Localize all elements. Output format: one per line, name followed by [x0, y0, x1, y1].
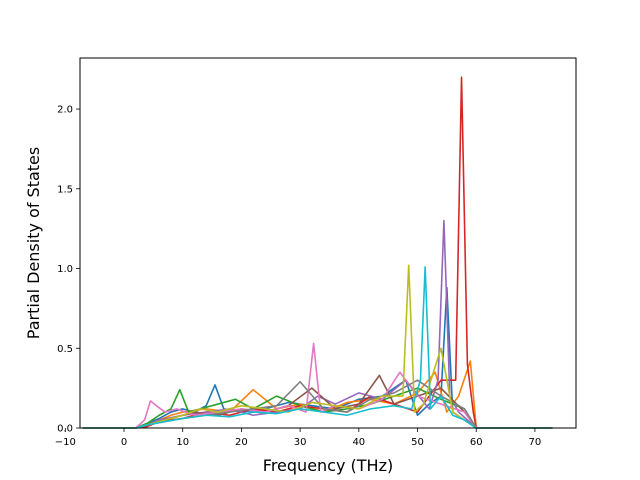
series-line-5	[82, 219, 553, 429]
y-tick-label: 0.5	[57, 344, 73, 355]
x-tick-label: 30	[294, 437, 307, 448]
series-layer	[82, 76, 553, 429]
series-line-2	[82, 360, 553, 429]
x-tick-label: 10	[176, 437, 189, 448]
series-line-10	[82, 266, 553, 429]
y-tick-label: 1.0	[57, 264, 73, 275]
x-tick-label: 40	[352, 437, 365, 448]
y-tick-label: 2.0	[57, 105, 73, 116]
series-line-4	[82, 76, 553, 429]
x-tick-label: 70	[529, 437, 542, 448]
series-line-9	[82, 264, 553, 429]
y-axis-title: Partial Density of States	[24, 147, 43, 339]
x-tick-label: 50	[411, 437, 424, 448]
x-tick-label: 60	[470, 437, 483, 448]
plot-frame	[79, 57, 577, 429]
y-tick-label: 0.0	[57, 424, 73, 435]
x-axis: −10 0 10 20 30 40 50 60 70	[55, 428, 542, 448]
y-tick-label: 1.5	[57, 184, 73, 195]
x-tick-label: −10	[55, 437, 76, 448]
x-axis-title: Frequency (THz)	[263, 456, 393, 475]
x-tick-label: 20	[235, 437, 248, 448]
y-axis: 0.0 0.5 1.0 1.5 2.0	[57, 105, 80, 435]
x-tick-label: 0	[121, 437, 127, 448]
series-line-7	[82, 342, 553, 429]
series-line-1	[82, 286, 553, 429]
